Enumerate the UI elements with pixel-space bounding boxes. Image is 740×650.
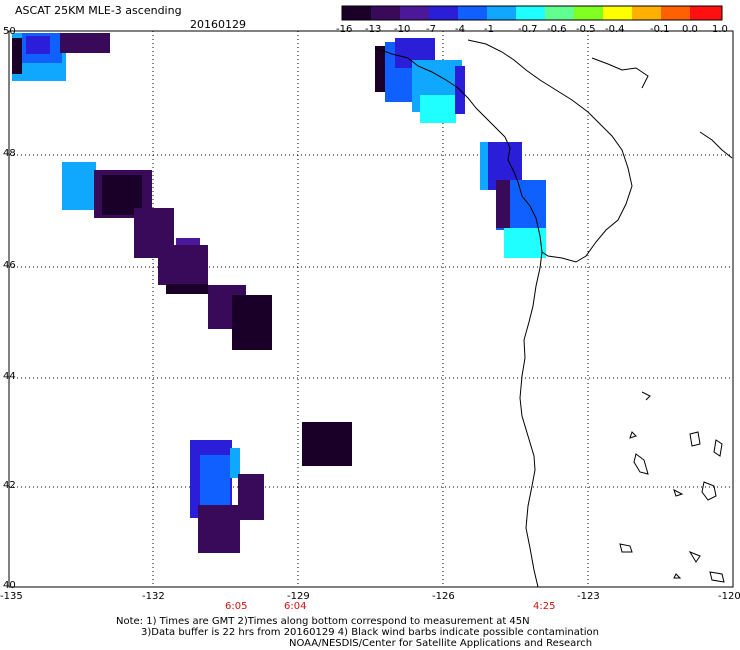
colorbar-label-9: -0.4 <box>605 24 625 35</box>
colorbar-label-0: -16 <box>336 24 353 35</box>
colorbar-seg-10 <box>632 6 661 20</box>
swath-nw-corner <box>12 33 110 81</box>
colorbar-label-3: -7 <box>426 24 436 35</box>
colorbar-label-5: -1 <box>484 24 494 35</box>
lon-label-126: -126 <box>432 591 455 602</box>
lat-label-40: 40 <box>3 580 16 591</box>
time-label-2: 6:04 <box>284 601 307 612</box>
swath-wa-coast <box>480 142 546 258</box>
lon-label-123: -123 <box>577 591 600 602</box>
colorbar-label-8: -0.5 <box>576 24 596 35</box>
colorbar-seg-11 <box>661 6 690 20</box>
colorbar-label-2: -10 <box>394 24 411 35</box>
product-title: ASCAT 25KM MLE-3 ascending <box>15 4 182 17</box>
colorbar-label-7: -0.6 <box>547 24 567 35</box>
colorbar-seg-4 <box>458 6 487 20</box>
colorbar-label-4: -4 <box>455 24 465 35</box>
colorbar-seg-5 <box>487 6 516 20</box>
note-line-1: Note: 1) Times are GMT 2)Times along bot… <box>116 616 530 627</box>
colorbar-seg-0 <box>342 6 371 20</box>
colorbar-seg-9 <box>603 6 632 20</box>
date-label: 20160129 <box>190 18 246 31</box>
colorbar-label-1: -13 <box>365 24 382 35</box>
colorbar-label-12: 1.0 <box>712 24 728 35</box>
lat-label-50: 50 <box>3 26 16 37</box>
lat-label-46: 46 <box>3 260 16 271</box>
grid <box>9 31 733 587</box>
coastline <box>374 39 733 588</box>
colorbar-label-10: -0.1 <box>650 24 670 35</box>
swath-south <box>190 422 352 553</box>
swath-diagonal-band <box>62 162 272 350</box>
time-label-3: 4:25 <box>533 601 556 612</box>
colorbar-seg-12 <box>690 6 722 20</box>
colorbar-label-6: -0.7 <box>518 24 538 35</box>
time-label-1: 6:05 <box>225 601 248 612</box>
colorbar-seg-2 <box>400 6 429 20</box>
colorbar <box>341 5 723 21</box>
colorbar-seg-3 <box>429 6 458 20</box>
colorbar-label-11: 0.0 <box>682 24 698 35</box>
colorbar-seg-6 <box>516 6 545 20</box>
lat-label-42: 42 <box>3 480 16 491</box>
lat-label-44: 44 <box>3 371 16 382</box>
note-line-2: 3)Data buffer is 22 hrs from 20160129 4)… <box>141 627 599 638</box>
colorbar-seg-8 <box>574 6 603 20</box>
lon-label-129: -129 <box>287 591 310 602</box>
colorbar-seg-7 <box>545 6 574 20</box>
lat-label-48: 48 <box>3 148 16 159</box>
lon-label-120: -120 <box>718 591 740 602</box>
note-line-3: NOAA/NESDIS/Center for Satellite Applica… <box>289 638 593 649</box>
swath-vancouver <box>375 38 465 123</box>
lon-label-132: -132 <box>142 591 165 602</box>
map-frame <box>8 30 734 588</box>
colorbar-seg-1 <box>371 6 400 20</box>
lon-label-135: -135 <box>0 591 23 602</box>
